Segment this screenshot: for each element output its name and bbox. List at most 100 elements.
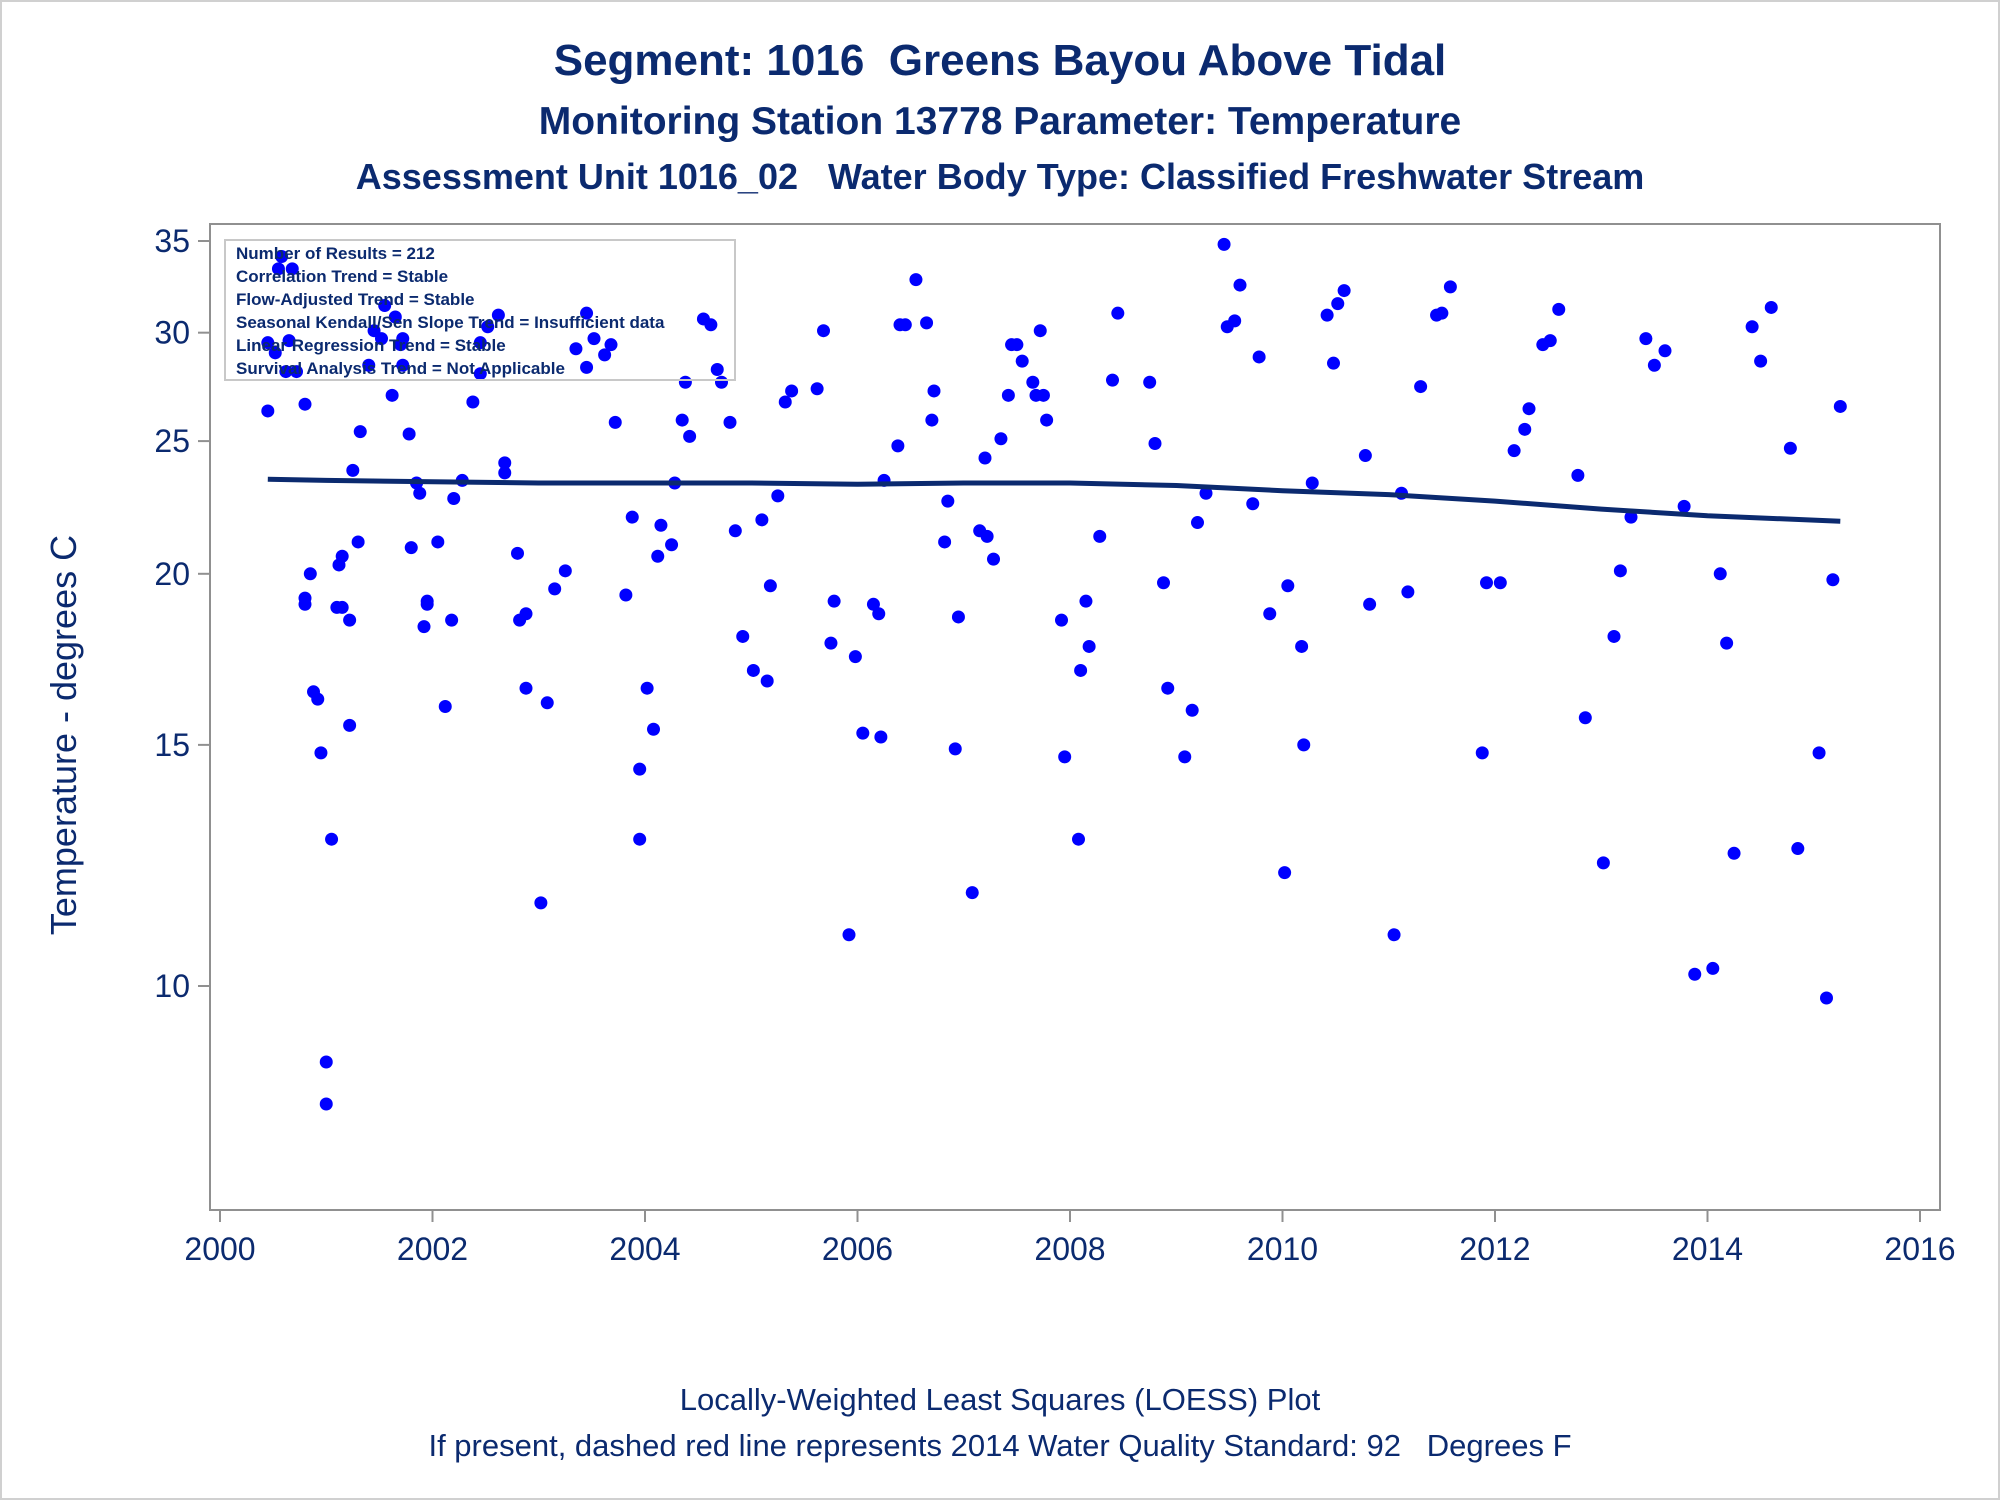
x-tick-label: 2016 [1884, 1231, 1955, 1267]
data-point [1518, 422, 1532, 436]
data-point [447, 491, 461, 505]
data-point [261, 404, 275, 418]
y-tick-label: 30 [154, 315, 190, 351]
stats-box-border [224, 239, 736, 381]
stats-line-flow-adjusted: Flow-Adjusted Trend = Stable [236, 290, 475, 309]
data-point [927, 384, 941, 398]
data-point [763, 579, 777, 593]
data-point [1639, 332, 1653, 346]
data-point [580, 360, 594, 374]
data-point [1327, 356, 1340, 370]
y-tick-label: 15 [154, 727, 190, 763]
data-point [1578, 711, 1592, 725]
data-point [704, 318, 718, 332]
data-point [1791, 842, 1805, 856]
data-point [866, 597, 880, 611]
data-point [1281, 579, 1295, 593]
data-point [810, 382, 824, 396]
data-point [353, 425, 367, 439]
data-point [951, 610, 965, 624]
data-point [1475, 746, 1489, 760]
data-point [898, 318, 912, 332]
data-point [625, 510, 639, 524]
data-point [1015, 354, 1029, 368]
data-point [511, 546, 524, 560]
data-point [1185, 703, 1199, 717]
data-point [760, 674, 774, 688]
data-point [1106, 373, 1119, 387]
y-tick-label: 10 [154, 968, 190, 1004]
data-point [1143, 375, 1157, 389]
x-tick-label: 2010 [1247, 1231, 1318, 1267]
data-point [1178, 750, 1192, 764]
data-point [1522, 402, 1536, 416]
data-point [314, 746, 328, 760]
data-point [1358, 449, 1372, 463]
stats-line-correlation: Correlation Trend = Stable [236, 267, 448, 286]
data-point [1252, 350, 1266, 364]
data-point [891, 439, 905, 453]
footer-plot-type: Locally-Weighted Least Squares (LOESS) P… [679, 1382, 1321, 1417]
data-point [978, 451, 992, 465]
x-tick-label: 2006 [822, 1231, 893, 1267]
data-point [1093, 529, 1107, 543]
data-point [1161, 681, 1175, 695]
data-point [362, 358, 376, 372]
loess-curve-group [267, 476, 1841, 524]
data-point [325, 832, 339, 846]
data-point [1720, 636, 1734, 650]
data-point [1713, 567, 1727, 581]
data-point [633, 832, 647, 846]
y-tick-label: 35 [154, 223, 190, 259]
data-point [710, 362, 724, 376]
data-point [1596, 856, 1610, 870]
data-point [619, 588, 633, 602]
x-tick-label: 2004 [609, 1231, 680, 1267]
data-point [1401, 585, 1415, 599]
data-point [335, 549, 349, 563]
data-point [824, 636, 838, 650]
data-point [1647, 358, 1661, 372]
data-point [290, 365, 303, 379]
data-point [1480, 576, 1493, 590]
data-point [385, 388, 399, 402]
data-point [1443, 280, 1457, 294]
x-tick-label: 2002 [397, 1231, 468, 1267]
data-point [678, 375, 692, 389]
data-point [420, 594, 434, 608]
x-tick-label: 2008 [1034, 1231, 1105, 1267]
data-point [1228, 314, 1242, 328]
data-point [335, 600, 349, 614]
data-point [1706, 961, 1720, 975]
data-point [1677, 499, 1691, 513]
data-point [1082, 639, 1096, 653]
data-point [1111, 306, 1125, 320]
y-tick-label: 25 [154, 423, 190, 459]
data-point [1033, 324, 1047, 338]
data-point [1613, 564, 1627, 578]
data-point [1435, 306, 1449, 320]
data-point [1745, 320, 1759, 334]
data-point [558, 564, 572, 578]
data-point [298, 597, 312, 611]
data-point [938, 535, 952, 549]
chart-subtitle-assessment: Assessment Unit 1016_02 Water Body Type:… [355, 156, 1645, 197]
data-point [1320, 308, 1334, 322]
data-point [842, 928, 856, 942]
data-point [1058, 750, 1072, 764]
data-point [872, 607, 886, 621]
data-point [647, 722, 660, 736]
data-point [268, 346, 282, 360]
data-point [1754, 354, 1768, 368]
data-point [1337, 284, 1351, 298]
stats-line-survival: Survival Analysis Trend = Not Applicable [236, 359, 565, 378]
data-point [1233, 278, 1247, 292]
data-point [980, 529, 994, 543]
data-point [736, 629, 750, 643]
x-tick-label: 2000 [184, 1231, 255, 1267]
data-point [920, 316, 934, 330]
data-point [1493, 576, 1507, 590]
data-point [498, 456, 512, 470]
